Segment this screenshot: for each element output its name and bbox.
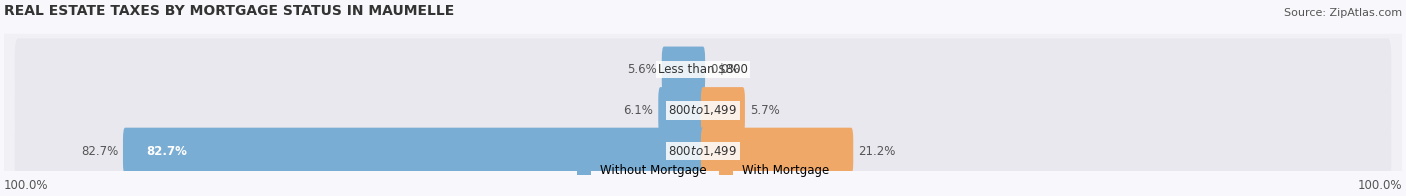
Text: Source: ZipAtlas.com: Source: ZipAtlas.com — [1284, 8, 1402, 18]
FancyBboxPatch shape — [4, 74, 1402, 147]
FancyBboxPatch shape — [122, 128, 704, 174]
FancyBboxPatch shape — [658, 87, 704, 134]
Text: 82.7%: 82.7% — [80, 144, 118, 158]
FancyBboxPatch shape — [4, 34, 1402, 106]
FancyBboxPatch shape — [14, 38, 1392, 101]
Text: 100.0%: 100.0% — [1357, 179, 1402, 192]
Text: 6.1%: 6.1% — [623, 104, 654, 117]
FancyBboxPatch shape — [14, 79, 1392, 142]
Legend: Without Mortgage, With Mortgage: Without Mortgage, With Mortgage — [576, 164, 830, 177]
FancyBboxPatch shape — [702, 87, 745, 134]
Text: $800 to $1,499: $800 to $1,499 — [668, 144, 738, 158]
Text: 21.2%: 21.2% — [858, 144, 896, 158]
Text: 0.0%: 0.0% — [710, 63, 740, 76]
Text: 100.0%: 100.0% — [4, 179, 49, 192]
Text: Less than $800: Less than $800 — [658, 63, 748, 76]
Text: 5.6%: 5.6% — [627, 63, 657, 76]
Text: 5.7%: 5.7% — [749, 104, 779, 117]
Text: 82.7%: 82.7% — [146, 144, 187, 158]
FancyBboxPatch shape — [702, 128, 853, 174]
FancyBboxPatch shape — [4, 115, 1402, 187]
Text: REAL ESTATE TAXES BY MORTGAGE STATUS IN MAUMELLE: REAL ESTATE TAXES BY MORTGAGE STATUS IN … — [4, 4, 454, 18]
Text: $800 to $1,499: $800 to $1,499 — [668, 103, 738, 117]
FancyBboxPatch shape — [662, 46, 704, 93]
FancyBboxPatch shape — [14, 120, 1392, 182]
